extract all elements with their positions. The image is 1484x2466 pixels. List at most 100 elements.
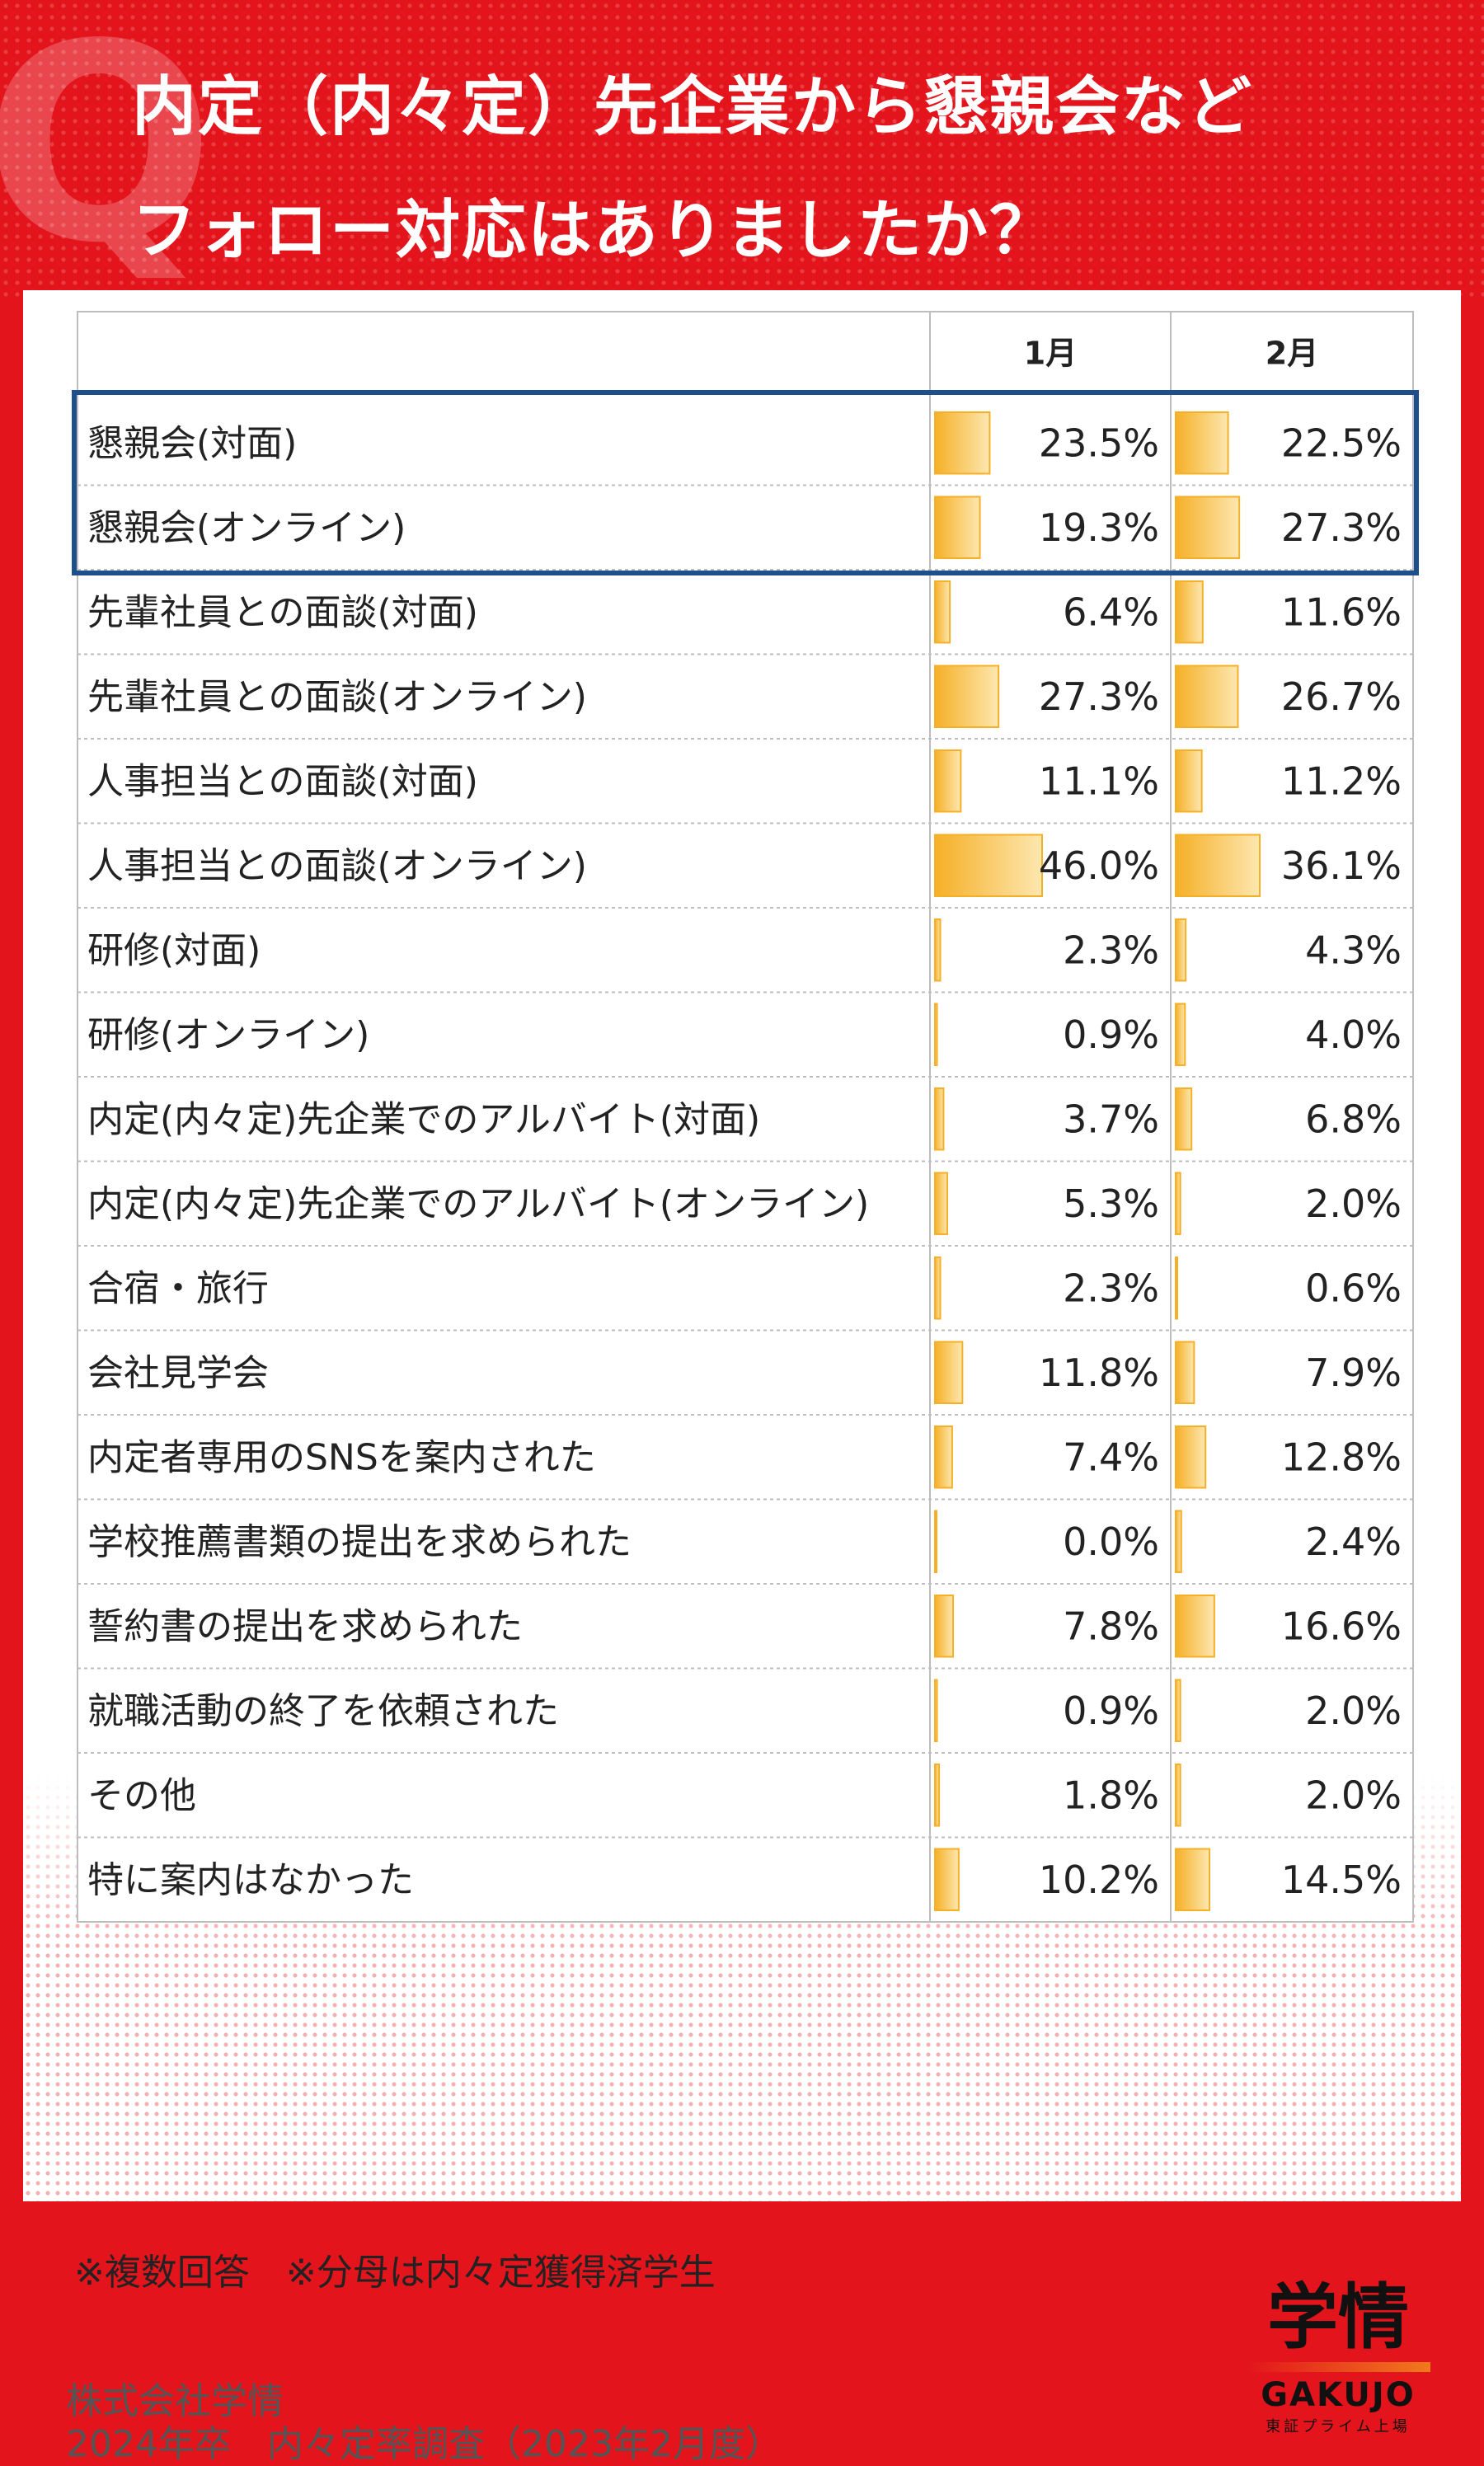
- row-label: 内定者専用のSNSを案内された: [87, 1436, 596, 1478]
- data-label: 27.3%: [1281, 505, 1402, 550]
- data-bar: [1175, 580, 1204, 644]
- data-label: 4.0%: [1305, 1012, 1402, 1057]
- data-label: 5.3%: [1063, 1181, 1159, 1226]
- row-label: 特に案内はなかった: [87, 1859, 414, 1901]
- q-mark: Q: [0, 0, 215, 303]
- data-label: 0.0%: [1063, 1520, 1159, 1564]
- data-bar: [934, 411, 991, 475]
- title-line-1: 内定（内々定）先企業から懇親会など: [132, 70, 1254, 144]
- data-label: 23.5%: [1039, 420, 1159, 465]
- logo-sub: 東証プライム上場: [1266, 2418, 1411, 2435]
- logo-bar: [1246, 2362, 1430, 2372]
- data-bar: [934, 1426, 953, 1489]
- data-bar: [934, 665, 1000, 728]
- data-bar: [934, 580, 951, 644]
- data-label: 2.0%: [1305, 1773, 1402, 1817]
- data-label: 26.7%: [1281, 674, 1402, 719]
- data-label: 1.8%: [1063, 1773, 1159, 1817]
- data-bar: [934, 1256, 942, 1320]
- data-label: 27.3%: [1039, 674, 1159, 719]
- data-bar: [934, 1679, 938, 1742]
- source-survey: 2024年卒 内々定率調査（2023年2月度）: [66, 2423, 782, 2465]
- row-label: 学校推薦書類の提出を求められた: [87, 1521, 632, 1563]
- logo-name: 学情: [1267, 2276, 1409, 2359]
- logo-tagline: つくるのは、未来の選択肢: [1239, 2256, 1437, 2276]
- row-label: 研修(対面): [87, 929, 261, 971]
- highlight-box: [72, 390, 1419, 575]
- column-header: 1月: [1024, 336, 1077, 372]
- data-label: 10.2%: [1039, 1858, 1159, 1902]
- gakujo-logo: つくるのは、未来の選択肢 学情 GAKUJO 東証プライム上場: [1223, 2252, 1453, 2436]
- data-bar: [1175, 1764, 1181, 1827]
- data-label: 6.4%: [1063, 589, 1159, 634]
- data-label: 0.9%: [1063, 1689, 1159, 1733]
- row-label: 懇親会(オンライン): [87, 507, 406, 549]
- data-label: 2.0%: [1305, 1689, 1402, 1733]
- data-label: 11.1%: [1039, 759, 1159, 803]
- data-bar: [934, 1510, 937, 1573]
- source-company: 株式会社学情: [66, 2380, 284, 2422]
- data-bar: [1175, 1087, 1193, 1151]
- data-bar: [1175, 1848, 1210, 1911]
- data-bar: [1175, 918, 1187, 982]
- logo-en: GAKUJO: [1261, 2376, 1416, 2414]
- data-label: 4.3%: [1305, 928, 1402, 972]
- data-bar: [1175, 1595, 1215, 1658]
- data-label: 2.3%: [1063, 928, 1159, 972]
- data-label: 11.8%: [1039, 1350, 1159, 1395]
- data-bar: [934, 1595, 955, 1658]
- row-label: 就職活動の終了を依頼された: [87, 1690, 559, 1732]
- data-label: 0.6%: [1305, 1266, 1402, 1310]
- row-label: 先輩社員との面談(オンライン): [87, 676, 587, 718]
- data-label: 16.6%: [1281, 1604, 1402, 1648]
- header-dot-pattern: [0, 0, 1484, 297]
- data-label: 0.9%: [1063, 1012, 1159, 1057]
- page-title: 内定（内々定）先企業から懇親会など フォロー対応はありましたか？: [132, 45, 1451, 293]
- data-bar: [1175, 749, 1203, 813]
- data-bar: [1175, 1341, 1195, 1404]
- data-bar: [1175, 1003, 1186, 1066]
- row-label: 研修(オンライン): [87, 1014, 369, 1056]
- data-bar: [1175, 1679, 1181, 1742]
- row-label: 合宿・旅行: [87, 1267, 269, 1309]
- row-label: 人事担当との面談(オンライン): [87, 845, 587, 887]
- row-label: 人事担当との面談(対面): [87, 760, 478, 802]
- source-info: 株式会社学情 2024年卒 内々定率調査（2023年2月度）: [66, 2380, 782, 2466]
- data-label: 7.4%: [1063, 1435, 1159, 1479]
- data-label: 2.0%: [1305, 1181, 1402, 1226]
- row-label: 内定(内々定)先企業でのアルバイト(オンライン): [87, 1183, 869, 1225]
- data-label: 22.5%: [1281, 420, 1402, 465]
- data-bar: [1175, 834, 1261, 897]
- data-bar: [934, 1087, 945, 1151]
- data-label: 7.8%: [1063, 1604, 1159, 1648]
- data-bar: [1175, 1172, 1181, 1235]
- row-label: 誓約書の提出を求められた: [87, 1605, 523, 1647]
- data-bar: [1175, 411, 1229, 475]
- data-label: 7.9%: [1305, 1350, 1402, 1395]
- row-label: 先輩社員との面談(対面): [87, 591, 478, 633]
- data-bar: [934, 834, 1043, 897]
- data-bar: [934, 1764, 941, 1827]
- data-bar: [1175, 665, 1239, 728]
- data-label: 12.8%: [1281, 1435, 1402, 1479]
- data-label: 3.7%: [1063, 1097, 1159, 1141]
- data-label: 46.0%: [1039, 843, 1159, 888]
- data-bar: [934, 496, 981, 559]
- title-line-2: フォロー対応はありましたか？: [132, 194, 1056, 268]
- data-bar: [934, 1003, 938, 1066]
- data-bar: [934, 1848, 960, 1911]
- data-bar: [934, 1172, 948, 1235]
- data-bar: [934, 749, 962, 813]
- row-label: 内定(内々定)先企業でのアルバイト(対面): [87, 1098, 760, 1140]
- data-bar: [1175, 1510, 1182, 1573]
- data-bar: [1175, 1426, 1207, 1489]
- data-label: 14.5%: [1281, 1858, 1402, 1902]
- data-bar: [934, 1341, 964, 1404]
- data-bar: [1175, 496, 1241, 559]
- row-label: 懇親会(対面): [87, 422, 297, 464]
- column-header: 2月: [1266, 336, 1318, 372]
- data-label: 2.4%: [1305, 1520, 1402, 1564]
- data-label: 6.8%: [1305, 1097, 1402, 1141]
- row-label: 会社見学会: [87, 1352, 269, 1394]
